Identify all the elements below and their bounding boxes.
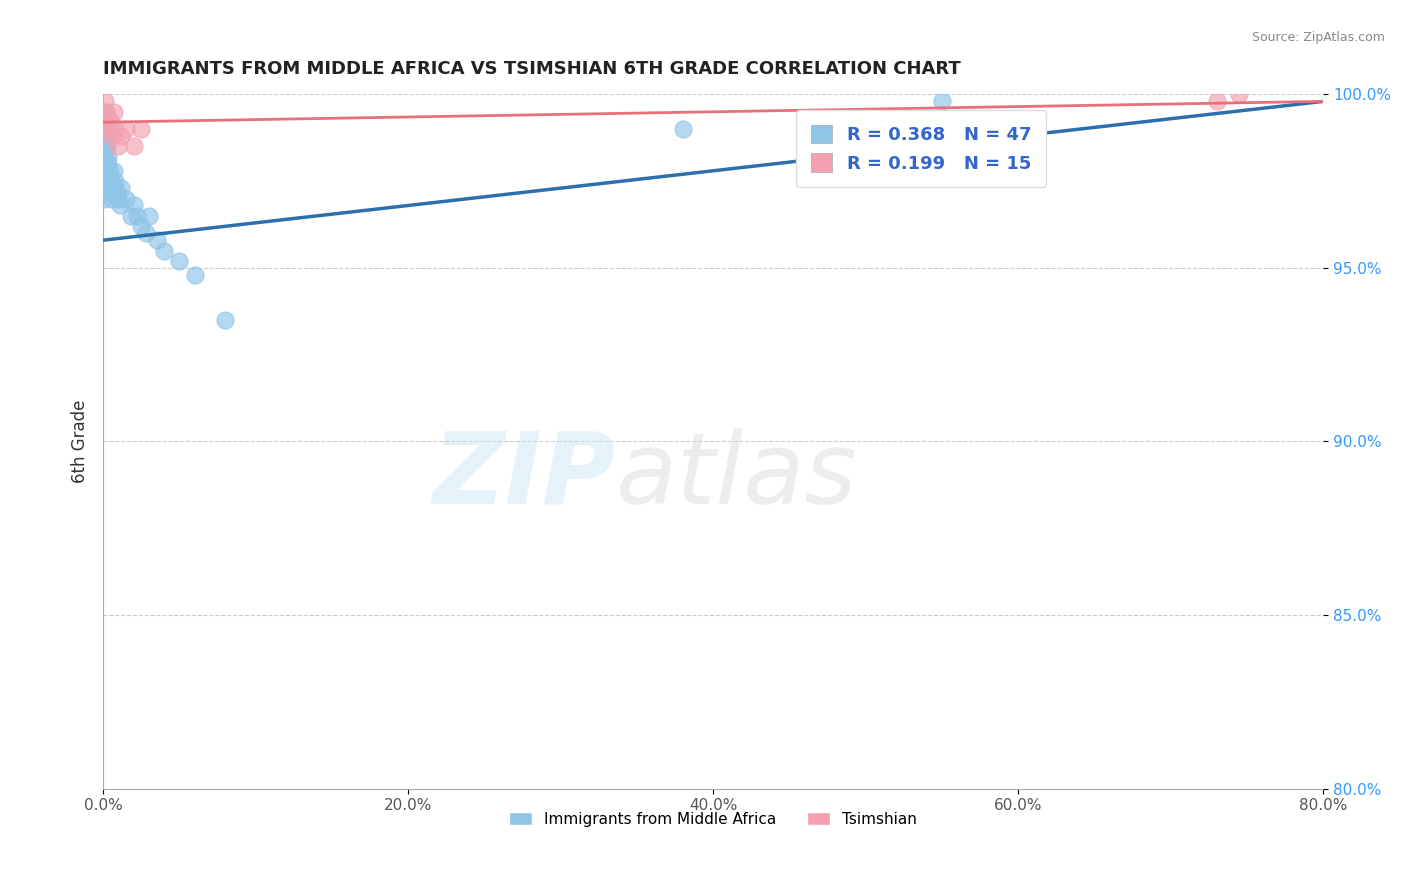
Legend: Immigrants from Middle Africa, Tsimshian: Immigrants from Middle Africa, Tsimshian bbox=[503, 805, 924, 833]
Point bbox=[97, 163, 120, 178]
Point bbox=[104, 122, 127, 136]
Point bbox=[93, 181, 115, 195]
Point bbox=[122, 198, 145, 212]
Point bbox=[115, 122, 138, 136]
Point bbox=[214, 313, 236, 327]
Point bbox=[125, 209, 148, 223]
Point bbox=[97, 157, 120, 171]
Point bbox=[96, 112, 118, 126]
Y-axis label: 6th Grade: 6th Grade bbox=[72, 400, 89, 483]
Point bbox=[100, 174, 122, 188]
Point bbox=[672, 122, 695, 136]
Text: ZIP: ZIP bbox=[433, 427, 616, 524]
Point bbox=[122, 139, 145, 153]
Point bbox=[97, 112, 120, 126]
Point bbox=[96, 129, 118, 144]
Point bbox=[98, 163, 121, 178]
Point bbox=[101, 181, 124, 195]
Point bbox=[104, 174, 127, 188]
Point bbox=[101, 174, 124, 188]
Point bbox=[153, 244, 176, 258]
Point bbox=[101, 129, 124, 144]
Text: Source: ZipAtlas.com: Source: ZipAtlas.com bbox=[1251, 31, 1385, 45]
Point bbox=[103, 163, 125, 178]
Point bbox=[120, 209, 142, 223]
Point bbox=[931, 95, 953, 109]
Point bbox=[110, 129, 132, 144]
Point bbox=[110, 181, 132, 195]
Point bbox=[93, 174, 115, 188]
Point bbox=[94, 139, 117, 153]
Point bbox=[93, 174, 115, 188]
Point bbox=[94, 115, 117, 129]
Point bbox=[129, 219, 152, 234]
Text: atlas: atlas bbox=[616, 427, 858, 524]
Point bbox=[96, 122, 118, 136]
Point bbox=[93, 150, 115, 164]
Point bbox=[145, 233, 167, 247]
Point bbox=[135, 226, 157, 240]
Point bbox=[100, 185, 122, 199]
Point bbox=[105, 185, 128, 199]
Point bbox=[1205, 95, 1227, 109]
Point bbox=[183, 268, 205, 282]
Point bbox=[100, 115, 122, 129]
Point bbox=[93, 185, 115, 199]
Point bbox=[101, 192, 124, 206]
Point bbox=[98, 122, 121, 136]
Text: IMMIGRANTS FROM MIDDLE AFRICA VS TSIMSHIAN 6TH GRADE CORRELATION CHART: IMMIGRANTS FROM MIDDLE AFRICA VS TSIMSHI… bbox=[103, 60, 960, 78]
Point bbox=[96, 104, 118, 119]
Point bbox=[129, 122, 152, 136]
Point bbox=[138, 209, 160, 223]
Point bbox=[107, 192, 129, 206]
Point bbox=[115, 192, 138, 206]
Point bbox=[169, 254, 191, 268]
Point bbox=[94, 104, 117, 119]
Point bbox=[1229, 87, 1251, 102]
Point bbox=[98, 174, 121, 188]
Point bbox=[107, 139, 129, 153]
Point bbox=[103, 104, 125, 119]
Point bbox=[94, 122, 117, 136]
Point bbox=[93, 139, 115, 153]
Point bbox=[96, 139, 118, 153]
Point bbox=[93, 95, 115, 109]
Point bbox=[94, 129, 117, 144]
Point bbox=[93, 163, 115, 178]
Point bbox=[108, 198, 131, 212]
Point bbox=[93, 192, 115, 206]
Point bbox=[97, 150, 120, 164]
